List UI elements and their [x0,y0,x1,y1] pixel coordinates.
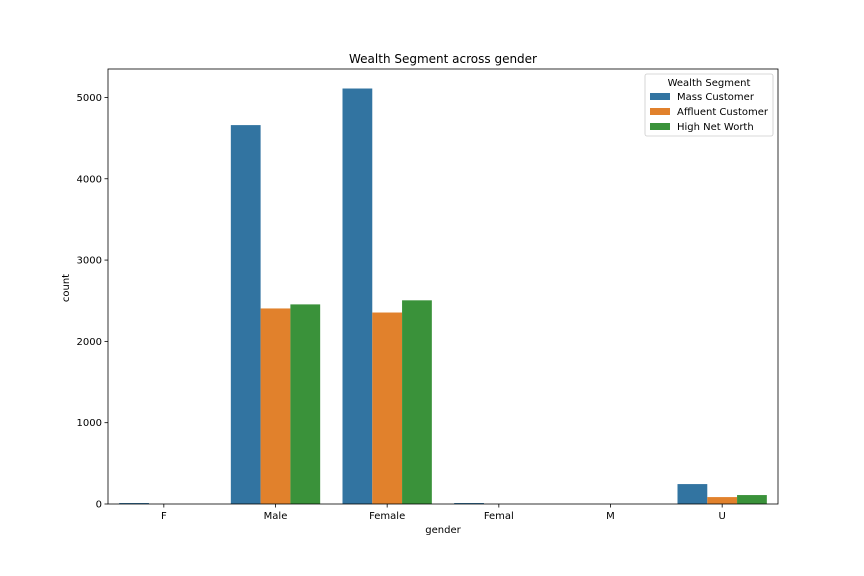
y-tick-label: 5000 [77,93,102,104]
x-axis-label: gender [425,525,461,536]
y-tick-label: 1000 [77,418,102,429]
x-tick-label: U [719,511,726,522]
y-tick-label: 2000 [77,337,102,348]
bar-mass-customer-u [677,484,708,504]
bar-affluent-customer-female [372,312,403,504]
legend-label: Affluent Customer [677,107,769,118]
x-tick-label: Femal [484,511,514,522]
legend-label: High Net Worth [677,122,754,133]
bar-mass-customer-f [119,503,149,504]
x-tick-label: Male [264,511,288,522]
y-axis-label: count [61,274,72,302]
plot-frame [107,68,779,505]
x-tick-label: F [161,511,167,522]
y-tick-label: 3000 [77,256,102,267]
axes-layer: 0 1000 2000 3000 4000 5000 F Male Female Femal M U [77,68,779,522]
legend-title: Wealth Segment [668,78,751,89]
bar-high-net-worth-u [737,495,767,504]
bar-high-net-worth-female [402,300,432,504]
legend: Wealth Segment Mass Customer Affluent Cust… [644,73,774,137]
y-tick-label: 0 [96,500,102,511]
bar-mass-customer-male [230,125,261,504]
legend-swatch [650,93,670,100]
chart-title: Wealth Segment across gender [349,52,537,66]
bar-affluent-customer-male [260,308,291,504]
x-tick-label: Female [369,511,405,522]
legend-swatch [650,123,670,130]
x-tick-label: M [606,511,615,522]
bar-mass-customer-female [342,88,373,504]
bar-affluent-customer-u [707,497,738,504]
legend-label: Mass Customer [677,92,755,103]
bars-layer [119,88,767,504]
legend-swatch [650,108,670,115]
legend-box [644,73,774,137]
y-tick-label: 4000 [77,174,102,185]
bar-mass-customer-femal [454,503,484,504]
bar-high-net-worth-male [290,304,321,504]
